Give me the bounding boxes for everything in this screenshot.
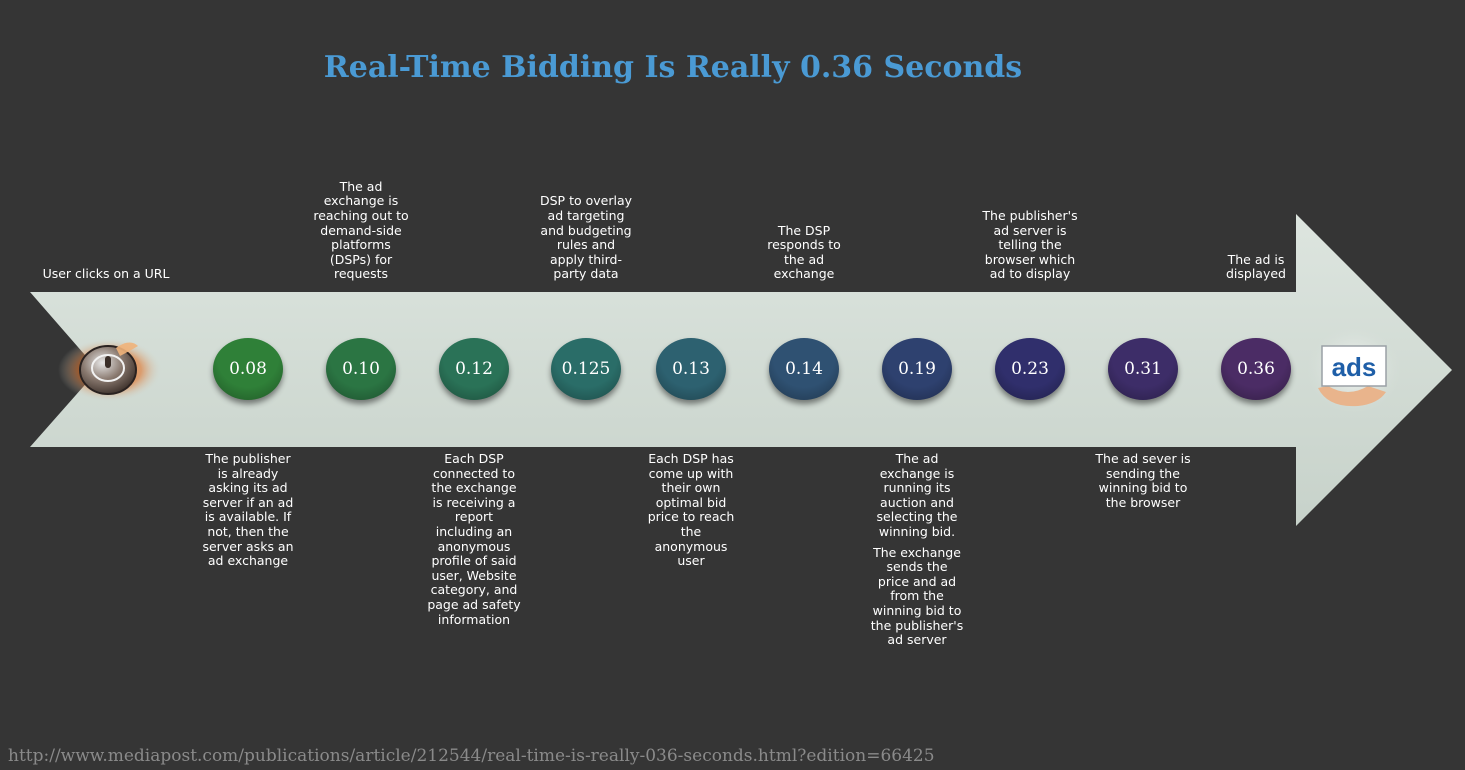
time-circle-0-10: 0.10 [326,338,396,400]
time-circle-0-23: 0.23 [995,338,1065,400]
time-circle-0-13: 0.13 [656,338,726,400]
step-description-0-19: The ad exchange is running its auction a… [869,451,965,648]
ads-logo-text: ads [1332,352,1377,382]
step-text: The publisher's ad server is telling the… [982,208,1078,282]
time-circle-0-125: 0.125 [551,338,621,400]
step-description-0-08: The publisher is already asking its ad s… [200,451,296,569]
time-circle-0-12: 0.12 [439,338,509,400]
step-text: The ad exchange is reaching out to deman… [313,178,409,282]
step-text-secondary: The exchange sends the price and ad from… [870,544,964,648]
time-circle-0-14: 0.14 [769,338,839,400]
step-description-0-12: Each DSP connected to the exchange is re… [426,451,522,627]
time-circle-0-36: 0.36 [1221,338,1291,400]
step-text: Each DSP has come up with their own opti… [647,451,735,569]
step-text: The DSP responds to the ad exchange [767,222,841,282]
step-description-0-36: The ad is displayed [1208,251,1304,282]
time-circle-0-31: 0.31 [1108,338,1178,400]
step-text: Each DSP connected to the exchange is re… [427,451,521,627]
step-description-0-10: The ad exchange is reaching out to deman… [313,178,409,282]
mouse-click-icon [58,338,162,402]
step-text: The ad exchange is running its auction a… [876,451,958,539]
time-circle-0-19: 0.19 [882,338,952,400]
step-description-0-23: The publisher's ad server is telling the… [982,208,1078,282]
ads-display-icon: ads [1308,326,1400,412]
arrow-body [30,214,1452,526]
step-description-0-31: The ad sever is sending the winning bid … [1095,451,1191,510]
step-description-0-125: DSP to overlay ad targeting and budgetin… [538,194,634,282]
step-text: DSP to overlay ad targeting and budgetin… [540,193,632,282]
step-text: The ad sever is sending the winning bid … [1095,451,1191,510]
step-text: The ad is displayed [1225,251,1286,282]
source-url[interactable]: http://www.mediapost.com/publications/ar… [8,746,935,766]
step-text: The publisher is already asking its ad s… [202,451,294,569]
step-description-0-14: The DSP responds to the ad exchange [756,222,852,282]
step-description-0-13: Each DSP has come up with their own opti… [643,451,739,569]
time-circle-0-08: 0.08 [213,338,283,400]
page-title: Real-Time Bidding Is Really 0.36 Seconds [323,50,1023,85]
start-label: User clicks on a URL [42,266,170,282]
